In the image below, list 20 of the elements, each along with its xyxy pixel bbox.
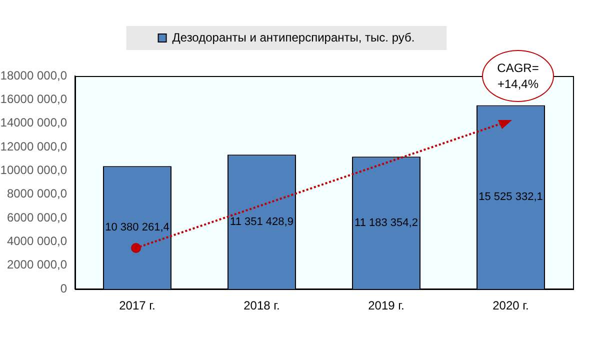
data-label: 11 351 428,9 — [230, 216, 294, 228]
y-tick-label: 8000 000,0 — [6, 186, 68, 201]
y-tick-label: 0 — [60, 281, 68, 296]
y-tick-label: 2000 000,0 — [6, 258, 68, 272]
data-label: 15 525 332,1 — [478, 191, 543, 204]
data-label: 11 183 354,2 — [354, 216, 418, 229]
data-label: 10 380 261,4 — [105, 222, 170, 234]
ellipse-callout: CAGR= +14,4% — [482, 50, 554, 102]
y-tick-label: 14000 000,0 — [0, 116, 68, 130]
y-tick-label: 10000 000,0 — [0, 162, 68, 177]
legend-label: Дезодоранты и антиперспиранты, тыс. руб. — [172, 30, 415, 44]
y-tick-label: 6000 000,0 — [6, 210, 68, 224]
y-tick-label: 4000 000,0 — [6, 234, 68, 248]
y-tick-label: 16000 000,0 — [0, 92, 68, 106]
x-tick-label: 2020 г. — [492, 298, 529, 313]
x-tick-label: 2019 г. — [368, 298, 404, 313]
y-tick-label: 12000 000,0 — [0, 139, 68, 154]
x-tick-label: 2018 г. — [244, 298, 280, 313]
x-tick-label: 2017 г. — [119, 298, 156, 313]
y-tick-label: 18000 000,0 — [0, 68, 68, 82]
